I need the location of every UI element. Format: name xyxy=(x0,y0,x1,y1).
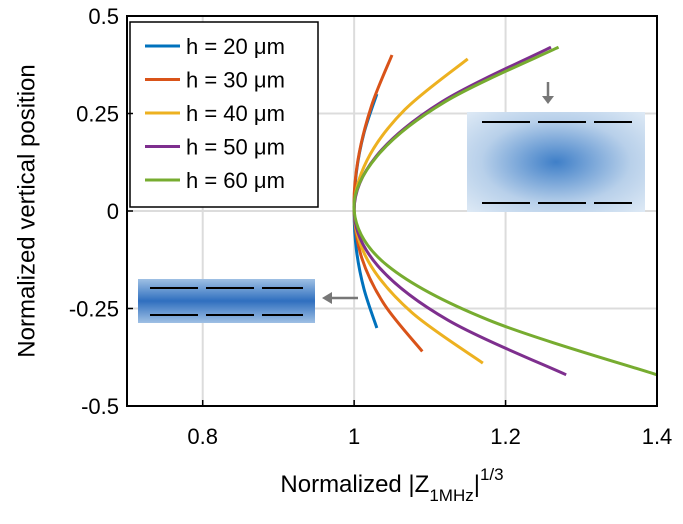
x-label-sub: 1MHz xyxy=(429,486,473,505)
legend-label: h = 20 μm xyxy=(186,34,285,59)
y-tick-label: 0 xyxy=(107,199,119,224)
x-tick-label: 1.4 xyxy=(642,424,673,449)
x-tick-label: 1.2 xyxy=(490,424,521,449)
x-label-sup: 1/3 xyxy=(480,465,504,484)
legend-label: h = 40 μm xyxy=(186,101,285,126)
series-line xyxy=(352,54,424,353)
series-line xyxy=(352,45,658,377)
x-label-close: | xyxy=(474,471,480,498)
y-axis-label: Normalized vertical position xyxy=(13,64,40,357)
x-tick-label: 1 xyxy=(348,424,360,449)
lines xyxy=(352,45,658,377)
legend-label: h = 50 μm xyxy=(186,135,285,160)
y-tick-label: -0.25 xyxy=(69,297,119,322)
y-tick-label: -0.5 xyxy=(81,394,119,419)
x-tick-label: 0.8 xyxy=(187,424,218,449)
legend: h = 20 μm h = 30 μm h = 40 μm h = 50 μm h = … xyxy=(129,21,319,208)
y-tick-label: 0.5 xyxy=(88,4,119,29)
inset-left xyxy=(138,279,358,323)
legend-label: h = 60 μm xyxy=(186,168,285,193)
x-label-text: Normalized |Z xyxy=(280,471,429,498)
legend-label: h = 30 μm xyxy=(186,68,285,93)
y-tick-label: 0.25 xyxy=(76,102,119,127)
x-axis-label: Normalized |Z1MHz|1/3 xyxy=(280,465,503,505)
inset-right xyxy=(467,82,645,212)
